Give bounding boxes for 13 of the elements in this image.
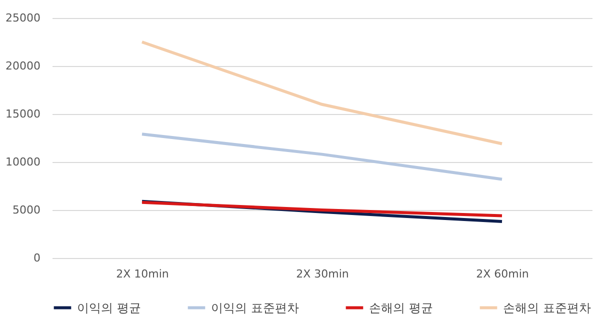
y-tick-label: 10000 xyxy=(6,156,40,168)
legend-label: 손해의 표준편차 xyxy=(503,300,591,315)
legend-label: 이익의 평균 xyxy=(77,300,141,315)
legend-label: 이익의 표준편차 xyxy=(211,300,299,315)
legend-label: 손해의 평균 xyxy=(369,300,433,315)
x-tick-label: 2X 10min xyxy=(116,268,169,280)
y-tick-label: 0 xyxy=(34,252,40,264)
y-tick-label: 25000 xyxy=(6,12,40,24)
y-tick-label: 20000 xyxy=(6,60,40,72)
x-tick-label: 2X 60min xyxy=(476,268,529,280)
y-tick-label: 5000 xyxy=(12,204,40,216)
y-tick-label: 15000 xyxy=(6,108,40,120)
x-tick-label: 2X 30min xyxy=(296,268,349,280)
